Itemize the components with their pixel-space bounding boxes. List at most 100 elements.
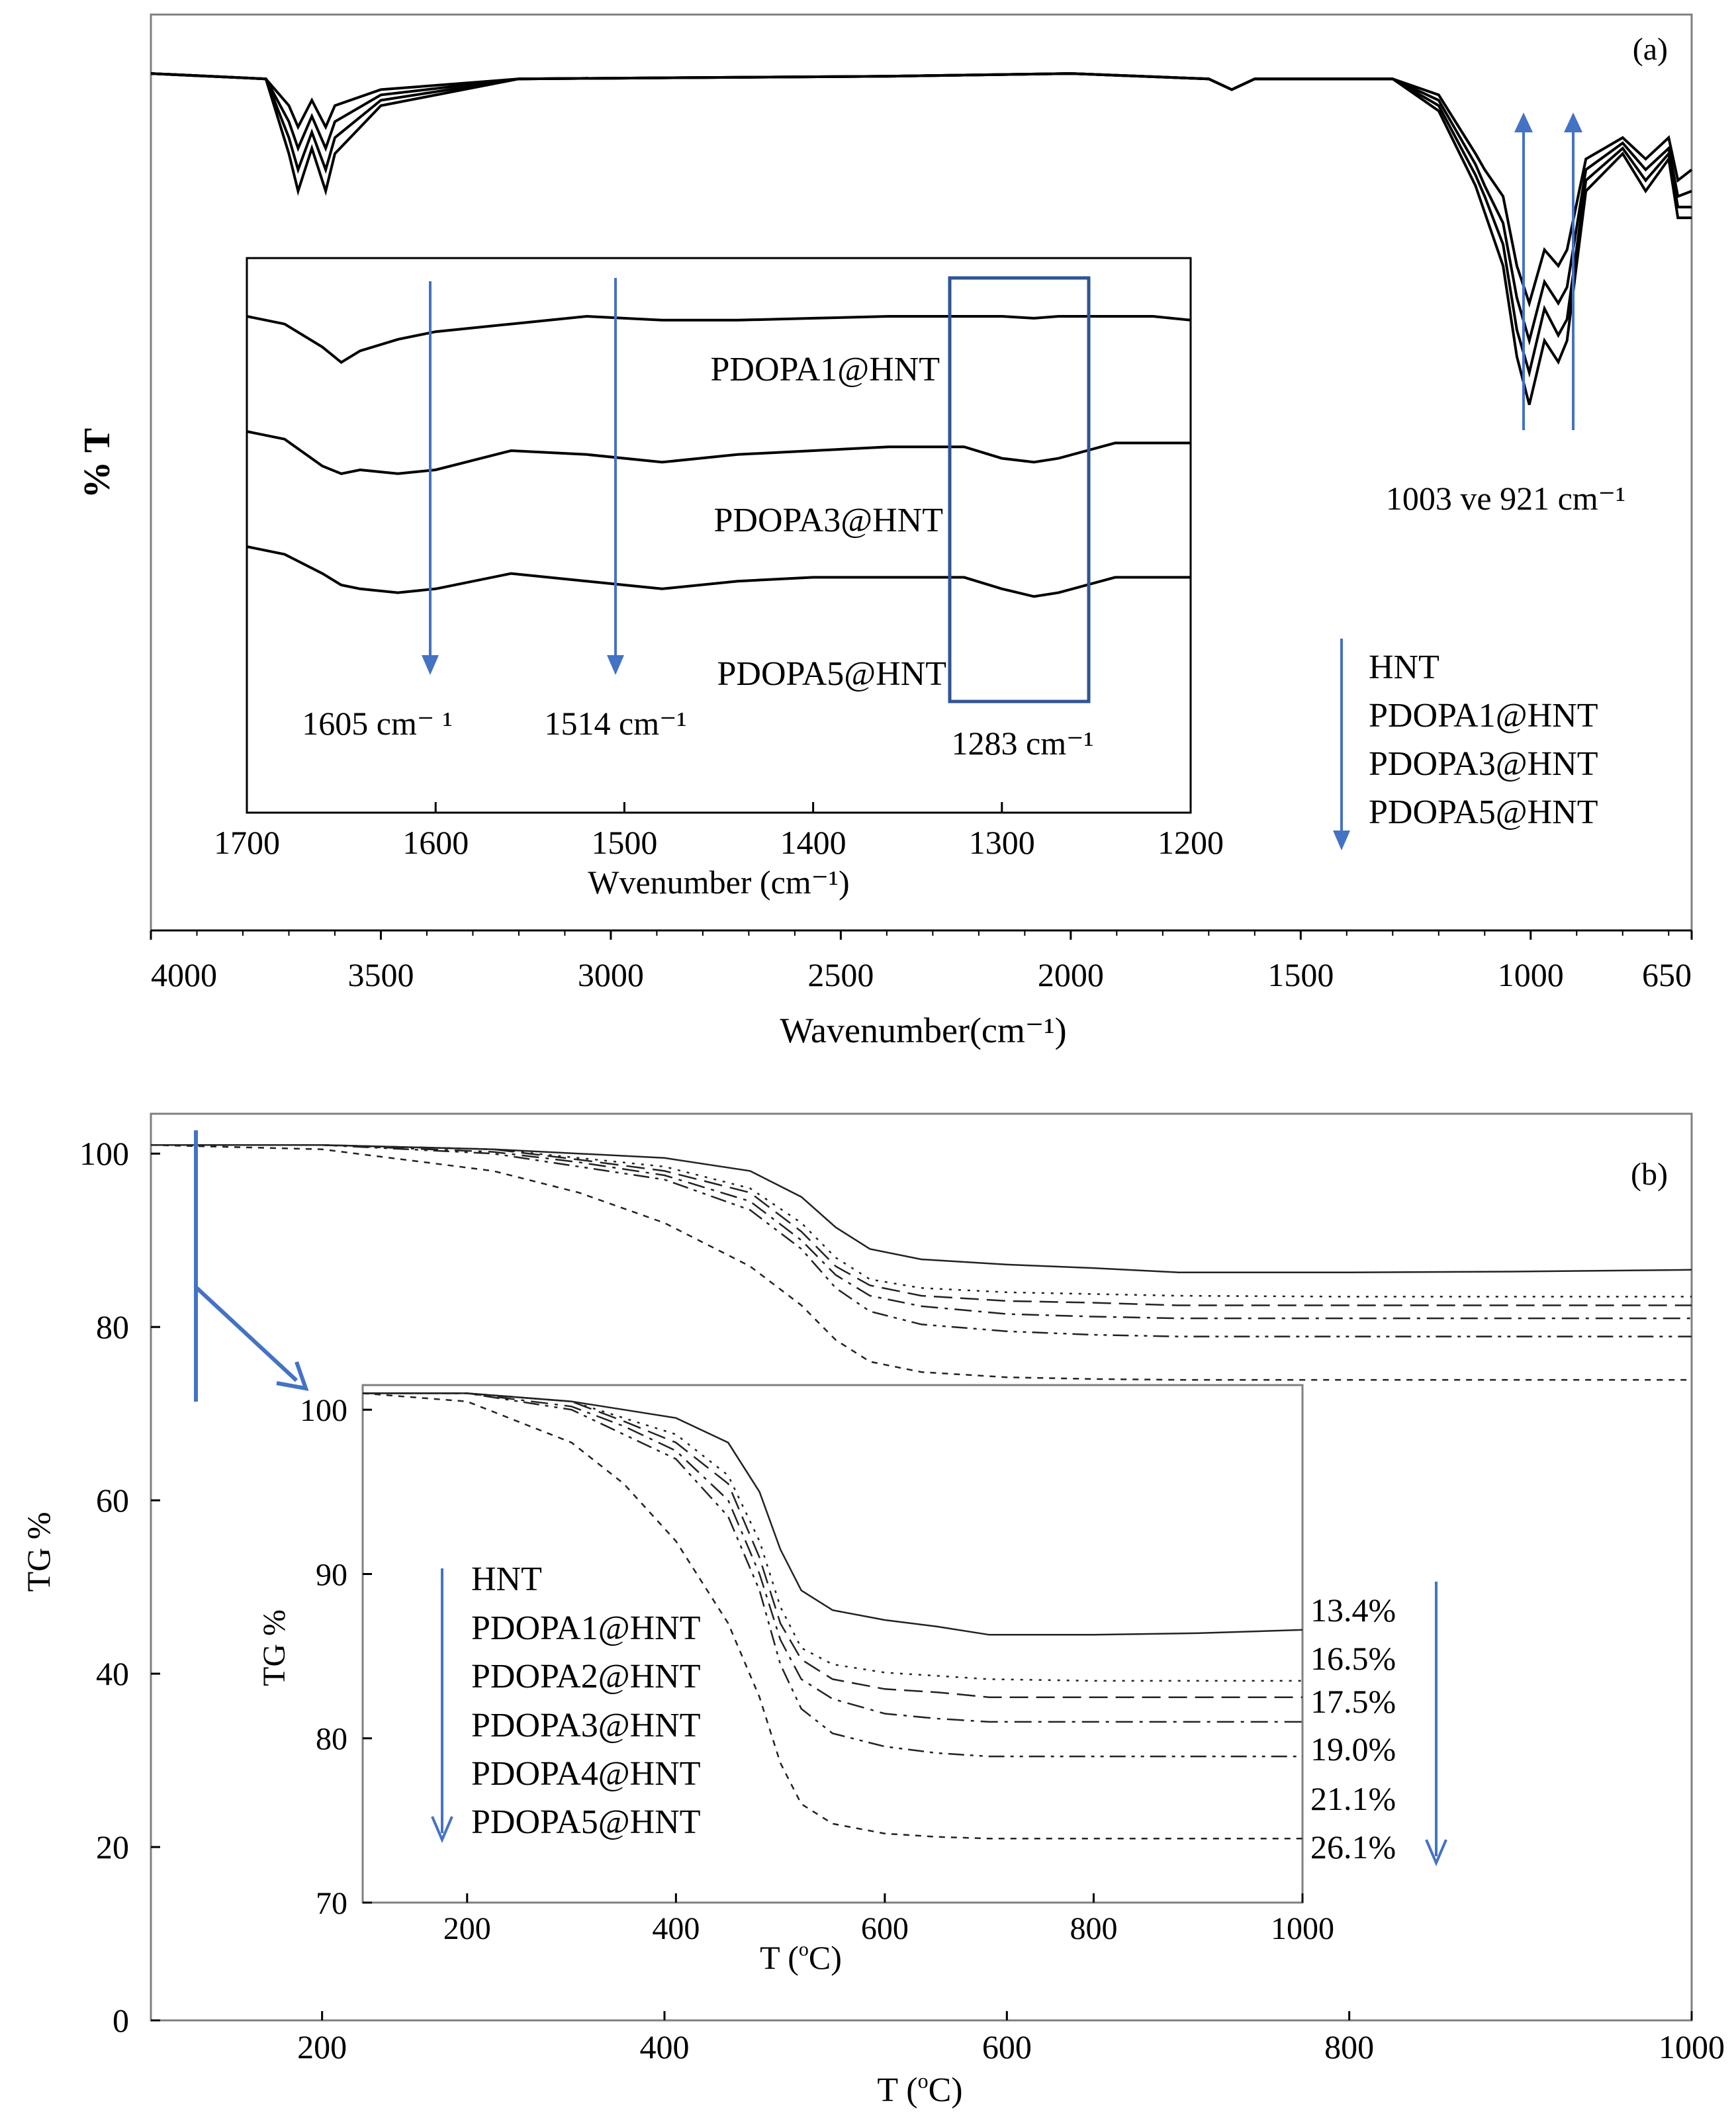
inset-b-line-pdopa3-at-hnt xyxy=(363,1392,1302,1723)
mass-loss-pdopa3: 19.0% xyxy=(1310,1731,1396,1768)
inset-b-x-tick-label: 1000 xyxy=(1271,1911,1334,1946)
inset-b-legend-pdopa1: PDOPA1@HNT xyxy=(471,1609,700,1647)
panel-b-y-tick-label: 60 xyxy=(96,1482,129,1519)
mass-loss-arrow-head xyxy=(1425,1839,1447,1867)
inset-b-legend-hnt: HNT xyxy=(471,1560,542,1598)
inset-b-legend-arrow-head xyxy=(431,1816,453,1844)
inset-b-y-axis: 70 80 90 100 xyxy=(300,1393,372,1921)
panel-a-x-tick-label: 3500 xyxy=(347,956,414,993)
inset-b-y-tick-label: 80 xyxy=(316,1722,347,1757)
inset-a-series-group xyxy=(246,314,1191,598)
panel-a-x-tick-label: 2000 xyxy=(1038,956,1104,993)
panel-a-series-group xyxy=(150,72,1693,406)
ftir-line-pdopa3-at-hnt xyxy=(150,72,1692,378)
inset-b-x-tick-label: 800 xyxy=(1070,1911,1117,1946)
inset-a-x-tick-label: 1200 xyxy=(1158,824,1224,861)
zoom-arrow-diagonal xyxy=(194,1285,298,1382)
ftir-line-pdopa5-at-hnt xyxy=(150,72,1692,406)
tga-line-hnt xyxy=(151,1144,1692,1273)
ftir-line-hnt xyxy=(150,72,1693,308)
peak-arrow-921-head xyxy=(1564,113,1582,132)
panel-b-y-tick-label: 40 xyxy=(96,1655,129,1692)
inset-b-y-tick-label: 90 xyxy=(316,1557,347,1592)
inset-a-x-tick-label: 1700 xyxy=(214,824,280,861)
panel-b-x-tick-label: 1000 xyxy=(1659,2028,1725,2065)
inset-b-x-tick-label: 200 xyxy=(443,1911,491,1946)
inset-b-line-pdopa1-at-hnt xyxy=(363,1392,1302,1682)
mark-label-1514: 1514 cm⁻¹ xyxy=(545,705,687,742)
legend-item-pdopa1: PDOPA1@HNT xyxy=(1369,697,1598,735)
inset-b-y-tick-label: 100 xyxy=(300,1393,347,1428)
panel-b-y-tick-label: 100 xyxy=(79,1135,129,1172)
legend-item-hnt: HNT xyxy=(1369,649,1439,686)
inset-b-legend-pdopa3: PDOPA3@HNT xyxy=(471,1707,700,1744)
inset-a-x-axis: 1700 1600 1500 1400 1300 1200 xyxy=(214,802,1224,861)
inset-b-x-tick-label: 400 xyxy=(652,1911,700,1946)
inset-b-legend-pdopa4: PDOPA4@HNT xyxy=(471,1755,700,1793)
legend-order-arrow-head xyxy=(1333,831,1350,850)
mass-loss-pdopa1: 16.5% xyxy=(1310,1640,1396,1677)
inset-b-line-pdopa2-at-hnt xyxy=(363,1392,1302,1698)
inset-a-x-tick-label: 1500 xyxy=(591,824,657,861)
panel-b-y-tick-label: 0 xyxy=(113,2002,129,2039)
peak-arrow-1003-head xyxy=(1514,113,1533,132)
ftir-line-pdopa1-at-hnt xyxy=(150,72,1692,346)
inset-b-xlabel-a: T ( xyxy=(760,1939,799,1976)
mark-label-1283: 1283 cm⁻¹ xyxy=(952,725,1094,762)
panel-b: 0 20 40 60 80 100 200 400 600 800 1000 (b) TG % T… xyxy=(20,1112,1725,2109)
inset-a-line-pdopa3-at-hnt xyxy=(246,430,1191,475)
panel-a-x-axis: 4000 3500 3000 2500 2000 1500 1000 650 xyxy=(150,929,1693,993)
panel-b-xlabel-sup: o xyxy=(918,2069,929,2093)
panel-b-frame xyxy=(150,1112,1693,2022)
panel-a-ylabel: % T xyxy=(77,428,118,498)
panel-b-x-tick-label: 200 xyxy=(297,2028,347,2065)
panel-b-inset: 70 80 90 100 200 400 600 800 1000 TG % T (oC) H… xyxy=(257,1384,1334,1976)
inset-b-x-axis: 200 400 600 800 1000 xyxy=(443,1893,1334,1946)
panel-b-ylabel: TG % xyxy=(20,1512,57,1592)
panel-b-y-axis: 0 20 40 60 80 100 xyxy=(79,1135,160,2039)
mark-arrow-1514-head xyxy=(607,655,624,675)
inset-b-xlabel: T (oC) xyxy=(760,1938,842,1976)
inset-a-xlabel: Wvenumber (cm⁻¹) xyxy=(588,864,849,901)
panel-b-x-tick-label: 800 xyxy=(1324,2028,1374,2065)
inset-a-frame xyxy=(246,257,1192,814)
panel-b-label: (b) xyxy=(1631,1157,1668,1192)
panel-a-label: (a) xyxy=(1633,32,1668,67)
zoom-arrow-head xyxy=(276,1361,309,1391)
panel-b-x-axis: 200 400 600 800 1000 xyxy=(297,2011,1725,2065)
tga-line-pdopa4-at-hnt xyxy=(151,1144,1692,1337)
inset-a-highlight-box xyxy=(948,276,1091,703)
panel-b-xlabel-a: T ( xyxy=(877,2071,917,2109)
mass-loss-hnt: 13.4% xyxy=(1310,1592,1396,1629)
tga-line-pdopa5-at-hnt xyxy=(150,1144,1692,1381)
inset-b-frame xyxy=(361,1384,1304,1904)
panel-b-y-tick-label: 20 xyxy=(96,1828,129,1866)
inset-b-line-pdopa5-at-hnt xyxy=(362,1392,1302,1840)
panel-a: 4000 3500 3000 2500 2000 1500 1000 650 (a) % T … xyxy=(77,13,1693,1050)
panel-a-x-tick-label: 2500 xyxy=(807,956,874,993)
inset-b-series-group xyxy=(362,1392,1303,1840)
panel-a-x-tick-label: 1000 xyxy=(1498,956,1564,993)
mark-arrow-1605-head xyxy=(422,655,439,675)
mass-loss-pdopa2: 17.5% xyxy=(1310,1683,1396,1720)
inset-a-x-tick-label: 1600 xyxy=(402,824,469,861)
inset-b-ylabel: TG % xyxy=(257,1609,292,1686)
inset-b-y-tick-label: 70 xyxy=(316,1886,347,1921)
panel-a-inset: 1700 1600 1500 1400 1300 1200 PDOPA1@HNT PDOP… xyxy=(214,257,1224,901)
tga-line-pdopa1-at-hnt xyxy=(151,1144,1692,1298)
panel-b-x-tick-label: 400 xyxy=(640,2028,690,2065)
inset-a-series-label-5: PDOPA5@HNT xyxy=(717,655,946,693)
panel-b-xlabel: T (oC) xyxy=(877,2069,962,2109)
legend-item-pdopa5: PDOPA5@HNT xyxy=(1369,793,1598,831)
panel-a-x-tick-label: 4000 xyxy=(151,956,217,993)
inset-b-xlabel-sup: o xyxy=(799,1938,809,1960)
panel-b-y-tick-label: 80 xyxy=(96,1308,129,1345)
inset-a-x-tick-label: 1300 xyxy=(969,824,1035,861)
inset-a-series-label-1: PDOPA1@HNT xyxy=(711,351,940,388)
inset-b-legend-pdopa5: PDOPA5@HNT xyxy=(471,1803,700,1841)
inset-a-line-pdopa1-at-hnt xyxy=(246,314,1191,365)
panel-b-x-tick-label: 600 xyxy=(982,2028,1032,2065)
panel-a-x-tick-label: 650 xyxy=(1642,956,1692,993)
inset-a-series-label-3: PDOPA3@HNT xyxy=(714,502,943,539)
